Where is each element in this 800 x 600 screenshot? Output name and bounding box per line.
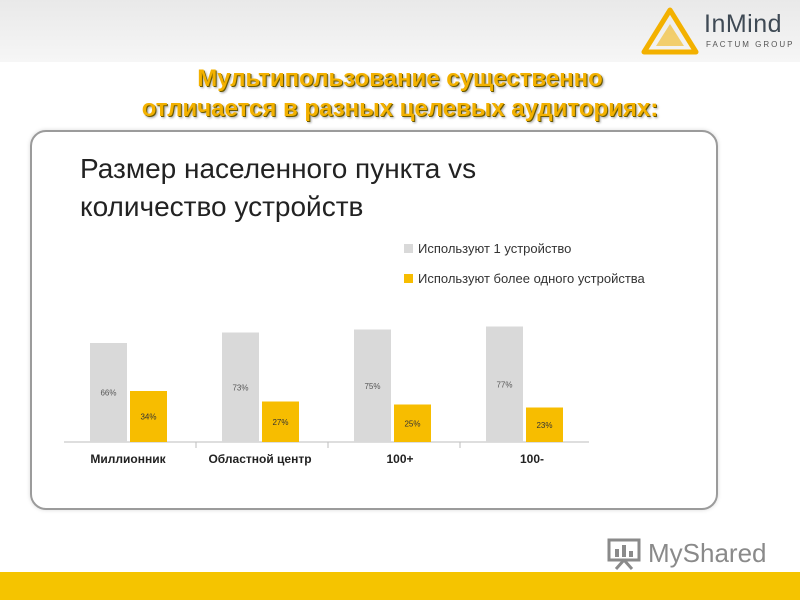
chart-heading-line-2: количество устройств bbox=[80, 191, 364, 222]
logo-name: InMind bbox=[704, 10, 783, 38]
bar-multi-device bbox=[262, 401, 299, 442]
chart-heading: Размер населенного пункта vs количество … bbox=[80, 150, 640, 226]
slide-title-line-2: отличается в разных целевых аудиториях: bbox=[141, 95, 659, 122]
category-label: 100- bbox=[520, 452, 544, 466]
bar-multi-device bbox=[130, 391, 167, 442]
data-label: 73% bbox=[232, 383, 248, 392]
logo-subtitle: FACTUM GROUP bbox=[706, 40, 795, 49]
inmind-logo: InMind FACTUM GROUP bbox=[640, 6, 800, 56]
category-label: 100+ bbox=[386, 452, 413, 466]
category-label: Областной центр bbox=[208, 452, 311, 466]
data-label: 34% bbox=[140, 413, 156, 422]
category-label: Миллионник bbox=[90, 452, 166, 466]
legend-label-single-device: Используют 1 устройство bbox=[418, 241, 572, 256]
data-label: 66% bbox=[100, 389, 116, 398]
slide-title: Мультипользование существенно отличается… bbox=[40, 64, 760, 124]
data-label: 75% bbox=[364, 382, 380, 391]
data-label: 25% bbox=[404, 419, 420, 428]
data-label: 23% bbox=[536, 421, 552, 430]
data-label: 27% bbox=[272, 418, 288, 427]
bottom-bar bbox=[0, 572, 800, 600]
bar-single-device bbox=[354, 329, 391, 442]
bar-single-device bbox=[90, 343, 127, 442]
presentation-board-icon bbox=[607, 538, 641, 570]
bar-single-device bbox=[222, 332, 259, 442]
chart-heading-line-1: Размер населенного пункта vs bbox=[80, 153, 477, 184]
bar-multi-device bbox=[394, 404, 431, 442]
bar-multi-device bbox=[526, 407, 563, 442]
data-label: 77% bbox=[496, 380, 512, 389]
legend-swatch-multi-device bbox=[404, 274, 413, 283]
triangle-logo-icon bbox=[641, 7, 699, 55]
myshared-watermark: MyShared bbox=[606, 536, 776, 570]
slide-title-line-1: Мультипользование существенно bbox=[197, 65, 603, 92]
watermark-text: MyShared bbox=[648, 538, 767, 568]
legend-swatch-single-device bbox=[404, 244, 413, 253]
chart-panel bbox=[30, 130, 718, 510]
legend-label-multi-device: Используют более одного устройства bbox=[418, 271, 645, 286]
bar-single-device bbox=[486, 326, 523, 442]
